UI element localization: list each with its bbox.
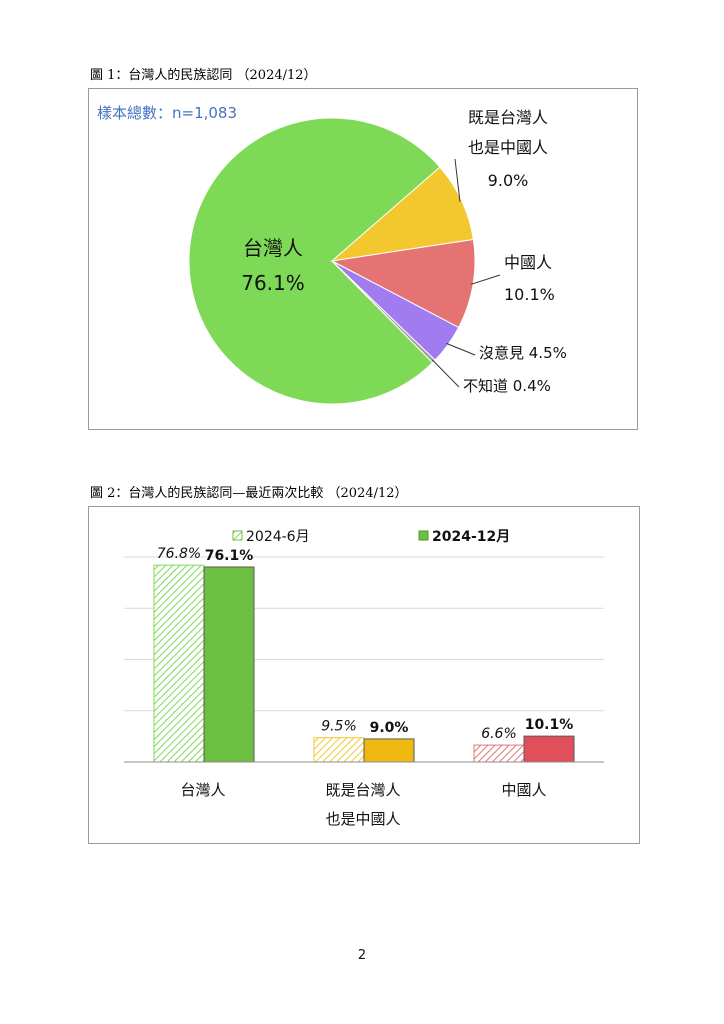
bar-both-2024-6 (313, 737, 365, 763)
legend-swatch-2024-12 (418, 530, 429, 541)
legend-label-2024-12: 2024-12月 (432, 529, 510, 545)
bar-chart: 2024-6月 2024-12月 76.8% 76.1% 9.5% 9.0% 6.6% 1… (124, 529, 604, 828)
pie-slice-both (330, 166, 474, 262)
bar-value-label-chinese-2024-12: 10.1% (525, 717, 574, 733)
bar-taiwanese-2024-6 (153, 564, 205, 763)
sample-size-label: 樣本總數：n=1,083 (97, 104, 237, 122)
slice-value-taiwanese: 76.1% (241, 271, 305, 295)
category-label-both-line2: 也是中國人 (325, 810, 400, 828)
pie-slice-taiwanese (188, 117, 441, 405)
bar-both-2024-12 (363, 738, 415, 763)
category-label-both-line1: 既是台灣人 (325, 781, 400, 799)
slice-value-both: 9.0% (488, 171, 529, 190)
slice-value-chinese: 10.1% (504, 285, 555, 304)
category-label-chinese: 中國人 (501, 781, 546, 799)
bar-marks (153, 564, 575, 763)
leader-line (454, 158, 461, 202)
slice-label-both-line2: 也是中國人 (468, 138, 548, 157)
bar-value-labels: 76.8% 76.1% 9.5% 9.0% 6.6% 10.1% (157, 546, 574, 742)
slice-label-both-line1: 既是台灣人 (468, 108, 548, 127)
slice-label-dont-know: 不知道 0.4% (463, 377, 551, 395)
bar-value-label-taiwanese-2024-6: 76.8% (157, 546, 201, 562)
figure-1-title: 圖 1：台灣人的民族認同 （2024/12） (90, 68, 317, 83)
pie-slice-chinese (330, 238, 476, 329)
legend: 2024-6月 2024-12月 (232, 529, 510, 545)
bar-chinese-2024-6 (473, 744, 525, 763)
bar-taiwanese-2024-12 (203, 566, 255, 763)
figure-2-title: 圖 2：台灣人的民族認同—最近兩次比較 （2024/12） (90, 486, 408, 501)
bar-chinese-2024-12 (523, 735, 575, 763)
slice-label-no-opinion: 沒意見 4.5% (479, 344, 567, 362)
pie-slices (188, 117, 476, 405)
leader-line (432, 359, 460, 388)
pie-leader-lines (432, 158, 501, 388)
legend-swatch-2024-6 (232, 530, 243, 541)
bar-value-label-chinese-2024-6: 6.6% (481, 726, 517, 742)
bar-value-label-both-2024-12: 9.0% (370, 720, 409, 736)
pie-chart: 樣本總數：n=1,083 台灣人 76.1% 既是台灣人 也是中國人 9.0% … (97, 104, 567, 405)
category-label-taiwanese: 台灣人 (180, 781, 225, 799)
legend-label-2024-6: 2024-6月 (246, 529, 310, 545)
slice-label-chinese: 中國人 (504, 253, 552, 272)
page-number: 2 (357, 948, 367, 963)
leader-line (446, 342, 476, 356)
leader-line (470, 274, 501, 285)
slice-label-taiwanese: 台灣人 (243, 236, 303, 260)
pie-chart-frame: 樣本總數：n=1,083 台灣人 76.1% 既是台灣人 也是中國人 9.0% … (88, 88, 638, 430)
bar-value-label-both-2024-6: 9.5% (321, 719, 357, 735)
bar-value-label-taiwanese-2024-12: 76.1% (205, 548, 254, 564)
bar-chart-frame: 2024-6月 2024-12月 76.8% 76.1% 9.5% 9.0% 6.6% 1… (88, 506, 640, 844)
